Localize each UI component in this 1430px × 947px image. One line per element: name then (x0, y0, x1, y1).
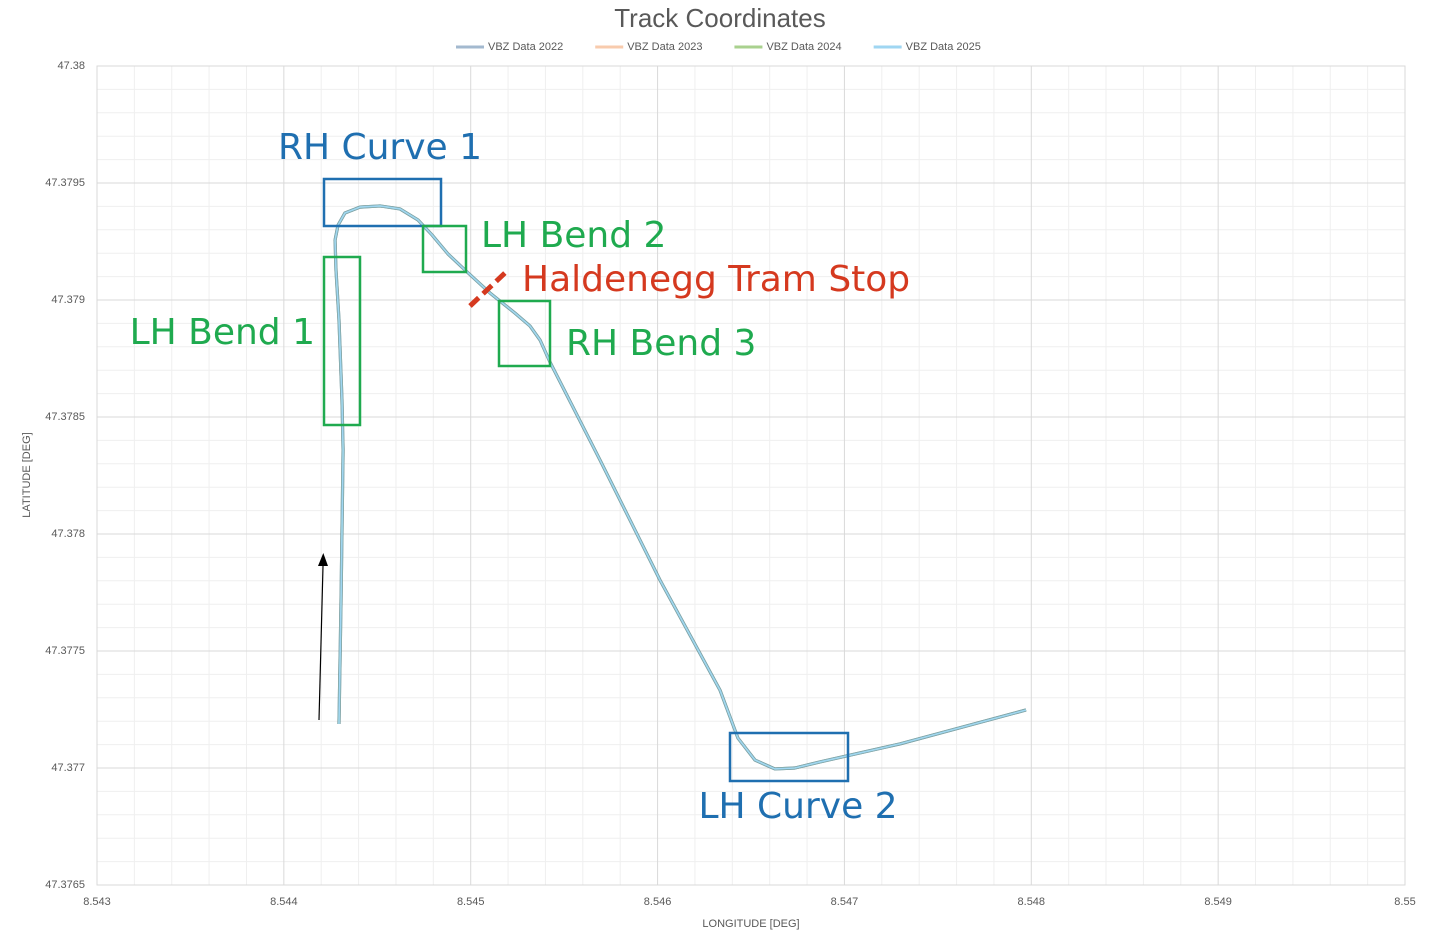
legend-label: VBZ Data 2025 (906, 41, 981, 53)
x-tick-label: 8.543 (83, 896, 111, 908)
x-tick-label: 8.547 (831, 896, 859, 908)
x-tick-label: 8.544 (270, 896, 298, 908)
annotation: RH Curve 1 (278, 127, 482, 168)
direction-arrow (318, 565, 324, 721)
annotation: Haldenegg Tram Stop (522, 259, 910, 300)
annotation: LH Bend 1 (130, 312, 315, 353)
annotation-box (497, 299, 552, 368)
y-tick-label: 47.38 (57, 60, 85, 72)
tram-stop-marker (468, 269, 509, 308)
y-tick-label: 47.379 (51, 294, 85, 306)
y-axis-title: LATITUDE [DEG] (21, 432, 33, 517)
x-tick-label: 8.545 (457, 896, 485, 908)
y-tick-label: 47.3765 (45, 879, 85, 891)
annotation: LH Bend 2 (481, 215, 666, 256)
annotation-box (322, 255, 362, 427)
annotation: LH Curve 2 (698, 786, 897, 827)
grid (96, 65, 1406, 886)
legend-label: VBZ Data 2023 (627, 41, 702, 53)
x-axis-title: LONGITUDE [DEG] (702, 918, 799, 930)
x-tick-label: 8.549 (1204, 896, 1232, 908)
x-tick-label: 8.546 (644, 896, 672, 908)
annotation-box (421, 224, 468, 274)
y-tick-label: 47.3785 (45, 411, 85, 423)
annotation-box (322, 177, 443, 228)
x-tick-label: 8.548 (1018, 896, 1046, 908)
y-tick-label: 47.377 (51, 762, 85, 774)
annotation: RH Bend 3 (566, 323, 756, 364)
plot-border (96, 65, 1406, 886)
y-tick-label: 47.378 (51, 528, 85, 540)
direction-arrow-head (318, 553, 328, 566)
y-tick-label: 47.3775 (45, 645, 85, 657)
legend-label: VBZ Data 2024 (766, 41, 841, 53)
chart-title: Track Coordinates (614, 3, 825, 33)
legend-label: VBZ Data 2022 (488, 41, 563, 53)
x-tick-label: 8.55 (1394, 896, 1415, 908)
annotation-box (728, 731, 850, 783)
legend: VBZ Data 2022 VBZ Data 2023 VBZ Data 2024 V… (456, 41, 981, 53)
y-tick-label: 47.3795 (45, 177, 85, 189)
